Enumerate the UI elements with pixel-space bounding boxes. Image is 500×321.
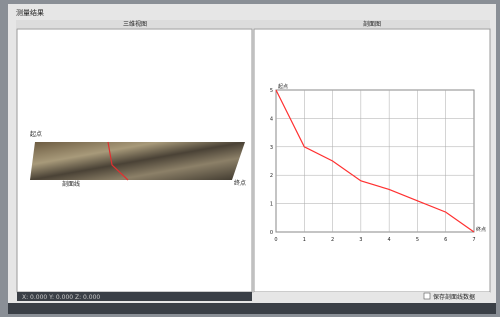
checkbox-label[interactable]: 保存剖面线数据 [433,293,475,301]
start-label: 起点 [278,84,288,90]
x-tick-label: 6 [444,237,447,243]
rock-image [30,142,245,180]
x-tick-label: 3 [359,237,362,243]
x-tick-label: 1 [303,237,306,243]
y-tick-label: 0 [270,230,273,236]
window-title: 测量结果 [16,8,44,17]
window: 测量结果 三维视图 剖面图 起点 剖面线 终点 X: 0.000 Y: 0.00… [0,0,500,317]
header-bar [16,20,490,28]
x-tick-label: 5 [416,237,419,243]
plot-area [276,90,474,232]
checkbox[interactable] [424,293,430,299]
right-panel-title: 剖面图 [363,20,381,28]
y-tick-label: 3 [270,145,273,151]
left-panel-title: 三维视图 [123,20,147,28]
image-label: 起点 [30,130,42,138]
x-tick-label: 4 [388,237,391,243]
y-tick-label: 1 [270,202,273,208]
end-label: 终点 [476,226,486,233]
y-tick-label: 4 [270,116,273,122]
status-text: X: 0.000 Y: 0.000 Z: 0.000 [22,294,100,301]
image-label: 剖面线 [62,180,80,188]
image-label: 终点 [234,179,246,187]
y-tick-label: 5 [270,88,273,94]
x-tick-label: 7 [472,237,475,243]
x-tick-label: 0 [274,237,277,243]
bottom-bar [8,303,496,314]
y-tick-label: 2 [270,173,273,179]
x-tick-label: 2 [331,237,334,243]
